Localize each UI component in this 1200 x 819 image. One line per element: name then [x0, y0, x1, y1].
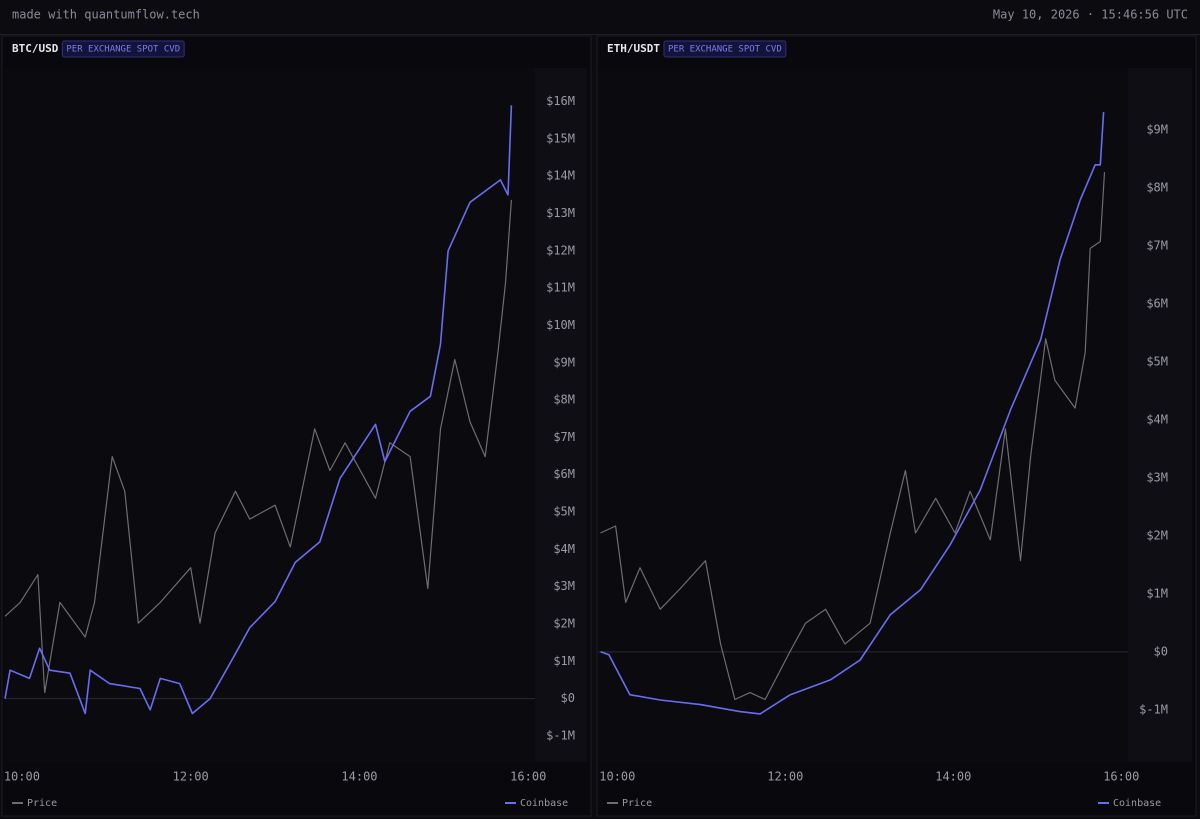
panel-subtitle: PER EXCHANGE SPOT CVD — [668, 45, 782, 55]
y-tick-label: $8M — [1146, 181, 1168, 195]
y-tick-label: $-1M — [1139, 702, 1168, 716]
axis-column — [1128, 68, 1192, 762]
series-line — [4, 105, 513, 715]
subtitle-badge — [61, 40, 185, 58]
y-tick-label: $10M — [546, 318, 575, 332]
x-tick-label: 14:00 — [935, 770, 971, 784]
panel-title: BTC/USD — [12, 42, 59, 55]
y-tick-label: $9M — [553, 355, 575, 369]
y-tick-label: $12M — [546, 243, 575, 257]
y-tick-label: $3M — [553, 579, 575, 593]
axis-column — [535, 68, 587, 762]
series-line — [600, 112, 1105, 715]
y-tick-label: $16M — [546, 94, 575, 108]
y-tick-label: $7M — [1146, 238, 1168, 252]
timestamp: May 10, 2026 · 15:46:56 UTC — [993, 8, 1188, 22]
y-tick-label: $13M — [546, 206, 575, 220]
plot-area — [5, 68, 535, 762]
y-tick-label: $4M — [1146, 412, 1168, 426]
y-tick-label: $8M — [553, 393, 575, 407]
y-tick-label: $4M — [553, 542, 575, 556]
y-tick-label: $15M — [546, 131, 575, 145]
y-tick-label: $1M — [553, 654, 575, 668]
plot-area — [598, 68, 1128, 762]
legend-label: Coinbase — [1113, 798, 1161, 809]
y-tick-label: $7M — [553, 430, 575, 444]
y-tick-label: $1M — [1146, 586, 1168, 600]
y-tick-label: $3M — [1146, 470, 1168, 484]
y-tick-label: $0 — [561, 691, 575, 705]
subtitle-badge — [663, 40, 787, 58]
panel-subtitle: PER EXCHANGE SPOT CVD — [66, 45, 180, 55]
legend-label: Coinbase — [520, 798, 568, 809]
legend-label: Price — [622, 798, 652, 809]
x-tick-label: 10:00 — [4, 770, 40, 784]
x-tick-label: 10:00 — [599, 770, 635, 784]
x-tick-label: 14:00 — [341, 770, 377, 784]
y-tick-label: $6M — [553, 467, 575, 481]
y-tick-label: $0 — [1154, 644, 1168, 658]
x-tick-label: 16:00 — [510, 770, 546, 784]
x-tick-label: 12:00 — [173, 770, 209, 784]
x-tick-label: 16:00 — [1103, 770, 1139, 784]
x-tick-label: 12:00 — [767, 770, 803, 784]
y-tick-label: $5M — [553, 505, 575, 519]
brand: made with quantumflow.tech — [12, 8, 200, 22]
series-line — [4, 199, 512, 694]
panel-title: ETH/USDT — [607, 42, 660, 55]
legend-label: Price — [27, 798, 57, 809]
y-tick-label: $11M — [546, 281, 575, 295]
series-line — [600, 172, 1106, 701]
y-tick-label: $14M — [546, 169, 575, 183]
y-tick-label: $2M — [1146, 528, 1168, 542]
y-tick-label: $2M — [553, 616, 575, 630]
y-tick-label: $-1M — [546, 728, 575, 742]
y-tick-label: $9M — [1146, 123, 1168, 137]
y-tick-label: $5M — [1146, 354, 1168, 368]
y-tick-label: $6M — [1146, 296, 1168, 310]
